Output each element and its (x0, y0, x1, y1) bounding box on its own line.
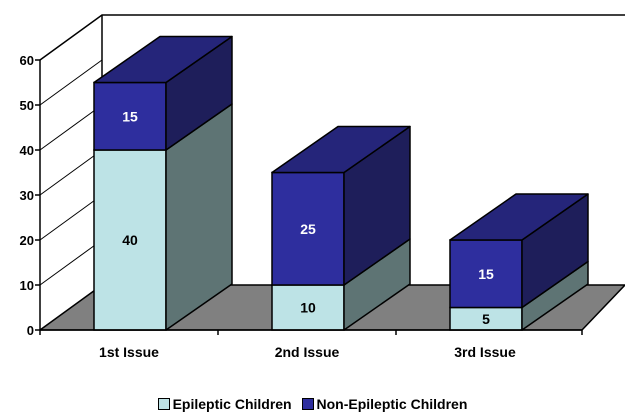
data-label-1-3: 5 (482, 311, 490, 327)
side-wall-tick-line (39, 194, 103, 241)
legend-swatch-epileptic (157, 398, 170, 410)
y-tick-label: 20 (20, 233, 34, 248)
bar-front-non-epileptic-children-1 (93, 81, 167, 151)
y-tick-label: 60 (20, 53, 34, 68)
data-label-1-1: 40 (122, 232, 138, 248)
bar-front-non-epileptic-children-3 (449, 239, 523, 309)
legend-swatch-non-epileptic (301, 398, 314, 410)
y-tick-label: 10 (20, 278, 34, 293)
data-label-2-1: 15 (122, 108, 138, 124)
y-axis: 0 10 20 30 40 50 60 (20, 53, 41, 338)
side-wall-tick-line (39, 239, 103, 286)
bars (93, 35, 589, 331)
side-wall-tick-line (39, 149, 103, 196)
y-tick-label: 0 (27, 323, 34, 338)
bar-front-non-epileptic-children-2 (271, 171, 345, 286)
data-label-2-2: 25 (300, 221, 316, 237)
back-wall-top-edge (39, 14, 625, 61)
y-tick-label: 50 (20, 98, 34, 113)
y-tick-label: 40 (20, 143, 34, 158)
bar-top-1 (93, 35, 233, 84)
side-wall-tick-line (39, 59, 103, 106)
legend-item-epileptic: Epileptic Children (157, 396, 292, 412)
legend-label-non-epileptic: Non-Epileptic Children (316, 396, 468, 412)
side-wall-tick-line (39, 104, 103, 151)
x-category-label-2: 2nd Issue (275, 344, 340, 360)
legend: Epileptic Children Non-Epileptic Childre… (0, 396, 625, 412)
x-category-label-1: 1st Issue (99, 344, 159, 360)
x-category-label-3: 3rd Issue (454, 344, 516, 360)
legend-label-epileptic: Epileptic Children (172, 396, 292, 412)
data-label-1-2: 10 (300, 300, 316, 316)
data-label-2-3: 15 (478, 266, 494, 282)
bar-top-2 (271, 125, 411, 174)
y-tick-label: 30 (20, 188, 34, 203)
data-labels: 40 15 10 25 5 15 (122, 108, 494, 327)
legend-item-non-epileptic: Non-Epileptic Children (301, 396, 468, 412)
x-axis: 1st Issue 2nd Issue 3rd Issue (39, 329, 583, 360)
bar-top-3 (449, 193, 589, 241)
